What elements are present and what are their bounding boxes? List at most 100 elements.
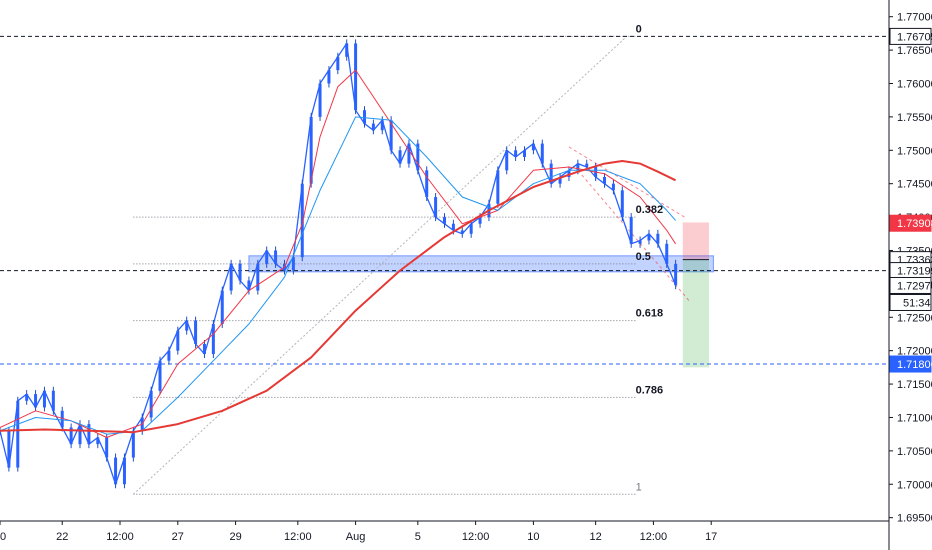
y-tick-label-5: 1.74500 (897, 179, 932, 191)
take-profit-zone (682, 259, 709, 368)
candle-body-51 (451, 223, 455, 231)
candle-body-22 (194, 320, 198, 344)
fib-label-1: 0.382 (636, 204, 664, 216)
labels-layer: 0 0.382 0.5 0.618 0.786 1 (636, 23, 664, 493)
x-tick-label-1: 22 (56, 531, 68, 543)
candle-body-48 (425, 170, 429, 198)
candle-body-27 (238, 263, 242, 281)
fib-label-0: 0 (636, 23, 642, 35)
candle-body-42 (371, 123, 375, 131)
series-line-2 (0, 116, 676, 435)
candle-body-44 (389, 120, 393, 151)
candle-body-7 (60, 410, 64, 428)
candle-body-36 (318, 83, 322, 117)
candle-body-73 (647, 233, 651, 241)
y-tick-label-12: 1.71000 (897, 412, 932, 424)
candle-body-53 (469, 223, 473, 234)
candle-body-75 (665, 243, 669, 264)
candle-body-24 (211, 323, 215, 355)
candle-body-60 (531, 143, 535, 151)
candle-body-65 (576, 163, 580, 171)
fib-label-2: 0.5 (636, 251, 651, 263)
candle-body-66 (585, 163, 589, 167)
stop-loss-zone (682, 222, 709, 260)
candle-body-74 (656, 233, 660, 244)
candle-body-45 (398, 150, 402, 164)
candle-body-72 (638, 240, 642, 244)
channel-line-lower (577, 170, 690, 301)
candle-body-69 (611, 183, 615, 191)
channel-line-upper (568, 146, 685, 218)
x-tick-label-5: 12:00 (284, 531, 312, 543)
x-tick-label-10: 12 (590, 531, 602, 543)
candle-body-35 (309, 116, 313, 184)
candle-body-54 (478, 217, 482, 224)
candle-body-58 (514, 150, 518, 157)
series-line-3 (0, 160, 677, 434)
y-tick-label-3: 1.75500 (897, 112, 932, 124)
candle-body-56 (496, 170, 500, 204)
candle-body-5 (42, 390, 46, 408)
candle-body-11 (96, 437, 100, 445)
candle-body-14 (122, 457, 126, 485)
candle-body-38 (336, 56, 340, 71)
x-tick-label-6: Aug (346, 531, 366, 543)
candle-body-40 (354, 43, 358, 111)
candle-body-39 (345, 43, 349, 57)
fib-label-5: 1 (636, 481, 642, 493)
candle-body-37 (327, 70, 331, 84)
x-tick-label-7: 5 (415, 531, 421, 543)
candle-body-8 (69, 427, 73, 445)
candle-body-59 (523, 150, 527, 157)
candle-body-61 (540, 143, 544, 164)
candle-body-34 (300, 183, 304, 258)
candle-body-4 (34, 394, 38, 408)
candle-body-25 (220, 290, 224, 324)
candle-body-30 (265, 250, 269, 264)
candle-body-26 (229, 263, 233, 291)
x-tick-label-8: 12:00 (462, 531, 490, 543)
y-tick-label-2: 1.76000 (897, 78, 932, 90)
fib-trend-line (133, 36, 628, 495)
candle-body-19 (167, 350, 171, 361)
price-badge-label-1: 1.73908 (897, 218, 932, 230)
x-tick-label-2: 12:00 (106, 531, 134, 543)
candle-body-23 (202, 343, 206, 355)
series-line-1 (0, 69, 677, 438)
y-tick-label-4: 1.75000 (897, 145, 932, 157)
candle-body-17 (149, 390, 153, 418)
candle-body-1 (7, 430, 11, 468)
candle-body-28 (247, 280, 251, 291)
candle-body-57 (505, 150, 509, 171)
price-badge-1 (889, 214, 932, 232)
price-badge-0 (889, 27, 932, 45)
candle-body-20 (176, 330, 180, 351)
candle-body-68 (603, 177, 607, 184)
price-badge-5 (889, 355, 932, 373)
y-tick-label-0: 1.77000 (897, 12, 932, 24)
y-tick-label-11: 1.71500 (897, 379, 932, 391)
candle-body-21 (185, 320, 189, 331)
countdown-badge (889, 293, 932, 311)
x-tick-label-9: 10 (527, 531, 539, 543)
price-badge-4 (889, 276, 932, 294)
x-tick-label-4: 29 (229, 531, 241, 543)
y-tick-label-13: 1.70500 (897, 446, 932, 458)
lines-layer (0, 35, 889, 495)
y-tick-label-1: 1.76500 (897, 45, 932, 57)
candle-body-15 (131, 430, 135, 458)
candle-body-49 (434, 197, 438, 218)
candle-body-71 (629, 217, 633, 244)
candle-body-10 (87, 424, 91, 445)
candle-body-18 (158, 360, 162, 391)
price-badge-label-3: 1.73199 (897, 266, 932, 278)
price-badge-label-0: 1.76705 (897, 31, 932, 43)
candle-body-41 (362, 110, 366, 124)
y-tick-label-9: 1.72500 (897, 312, 932, 324)
x-tick-label-3: 27 (172, 531, 184, 543)
fib-label-4: 0.786 (636, 384, 664, 396)
